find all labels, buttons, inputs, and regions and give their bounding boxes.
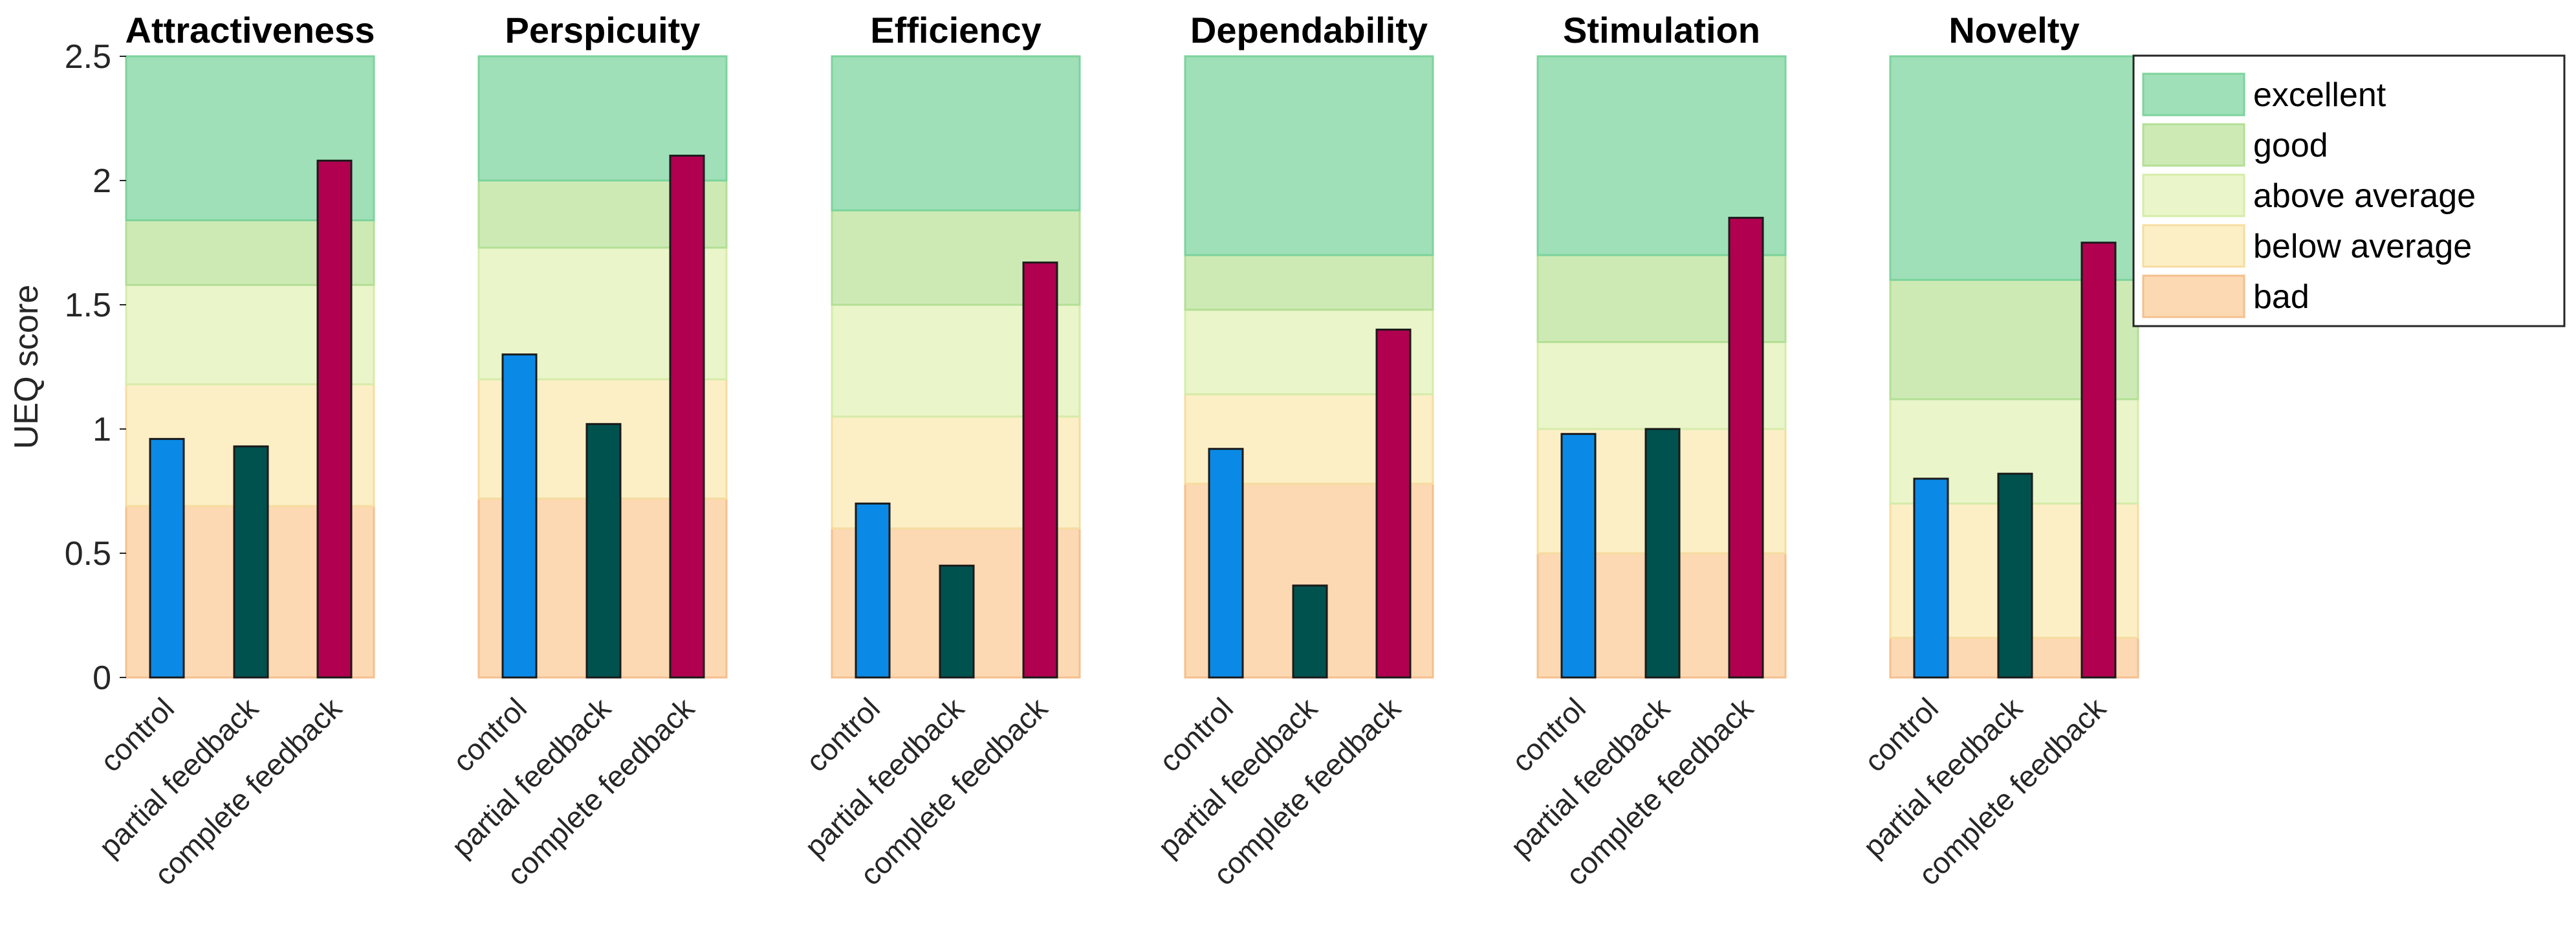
y-tick-label: 1: [93, 411, 111, 448]
legend-item-good: good: [2142, 123, 2328, 167]
panel-title: Dependability: [1190, 10, 1428, 50]
bar-control: [855, 502, 891, 679]
panel-title: Novelty: [1948, 10, 2079, 50]
legend-swatch: [2142, 224, 2245, 268]
legend-swatch: [2142, 72, 2245, 116]
bar-partial-feedback: [1644, 428, 1681, 679]
y-tick-label: 2: [93, 162, 111, 200]
bar-partial-feedback: [585, 423, 622, 679]
legend: excellent good above average below average b…: [2132, 54, 2566, 327]
y-tick-label: 1.5: [65, 287, 111, 324]
bar-control: [1560, 433, 1597, 679]
bar-complete-feedback: [1375, 328, 1412, 679]
bar-control: [1913, 478, 1949, 679]
bar-complete-feedback: [316, 159, 353, 679]
legend-label: below average: [2253, 228, 2472, 265]
legend-item-bad: bad: [2142, 274, 2309, 318]
legend-swatch: [2142, 123, 2245, 167]
band-good: [1184, 254, 1434, 311]
bar-complete-feedback: [2080, 241, 2117, 679]
legend-item-below-average: below average: [2142, 224, 2472, 268]
legend-item-excellent: excellent: [2142, 72, 2386, 116]
bar-complete-feedback: [1728, 217, 1764, 679]
bar-partial-feedback: [1292, 584, 1328, 679]
legend-item-above-average: above average: [2142, 173, 2476, 217]
panel-title: Efficiency: [870, 10, 1042, 50]
panel-title: Perspicuity: [505, 10, 701, 50]
panel-title: Stimulation: [1563, 10, 1760, 50]
y-tick-label: 0.5: [65, 535, 111, 573]
bar-partial-feedback: [1997, 472, 2033, 679]
bar-partial-feedback: [233, 445, 269, 679]
bar-control: [1208, 448, 1244, 679]
y-tick-label: 0: [93, 659, 111, 697]
legend-label: excellent: [2253, 76, 2386, 114]
y-axis: 0 0.5 1 1.5 2 2.5: [65, 38, 126, 697]
y-axis-label: UEQ score: [8, 285, 45, 449]
bar-complete-feedback: [1022, 261, 1058, 679]
legend-swatch: [2142, 173, 2245, 217]
band-excellent: [1184, 55, 1434, 256]
bar-control: [149, 437, 185, 679]
bar-complete-feedback: [669, 155, 705, 679]
bar-control: [501, 353, 538, 679]
bar-partial-feedback: [939, 564, 975, 679]
y-tick-label: 2.5: [65, 38, 111, 76]
legend-label: good: [2253, 127, 2328, 164]
legend-swatch: [2142, 274, 2245, 318]
band-excellent: [831, 55, 1081, 212]
panel-title: Attractiveness: [126, 10, 375, 50]
legend-label: above average: [2253, 177, 2476, 215]
legend-label: bad: [2253, 278, 2309, 316]
